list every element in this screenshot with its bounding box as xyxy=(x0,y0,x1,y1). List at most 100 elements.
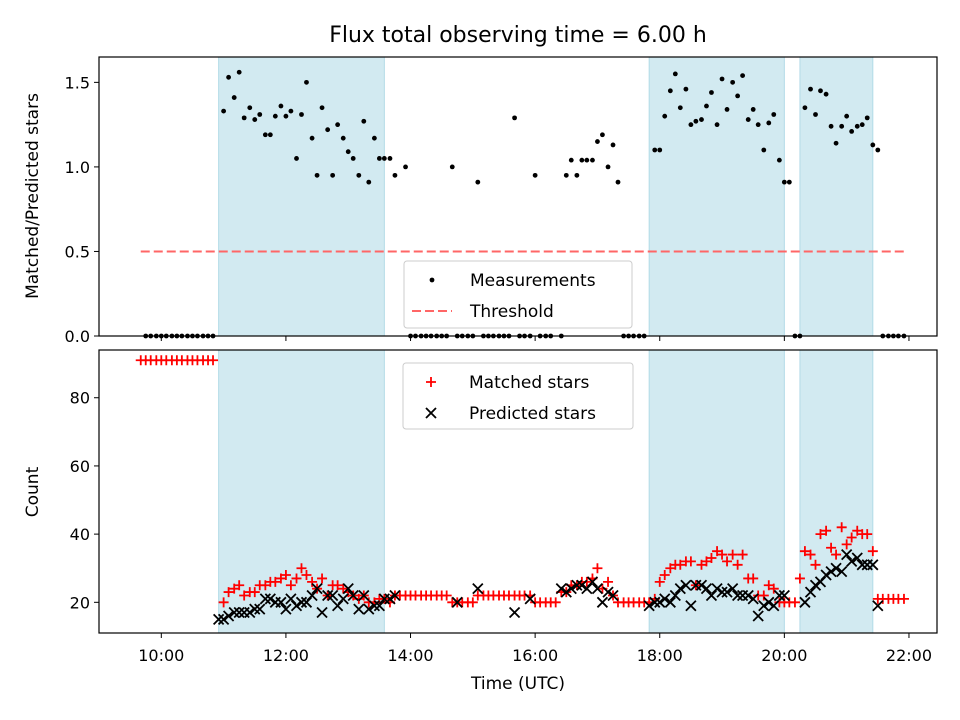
measurement-point xyxy=(403,164,408,170)
measurement-point xyxy=(345,149,351,155)
measurement-point xyxy=(735,93,741,99)
bottom-y-axis-label: Count xyxy=(23,466,43,517)
shaded-interval-2 xyxy=(799,56,874,337)
x-tick-label: 16:00 xyxy=(512,646,558,665)
measurement-point xyxy=(532,172,538,178)
matched-star-point xyxy=(789,597,800,608)
predicted-star-point xyxy=(685,600,697,612)
shaded-interval-1 xyxy=(648,56,785,337)
predicted-star-point xyxy=(228,606,240,619)
predicted-star-point xyxy=(389,589,401,602)
matched-star-point xyxy=(307,576,318,587)
measurement-point xyxy=(652,147,658,153)
bottom-y-tick-label: 20 xyxy=(70,593,90,612)
measurement-point xyxy=(657,147,663,153)
measurement-point xyxy=(833,140,839,146)
matched-star-point xyxy=(821,525,832,536)
matched-star-point xyxy=(441,590,452,601)
matched-star-point xyxy=(717,549,728,560)
bottom-y-tick-label: 80 xyxy=(70,389,90,408)
measurement-point xyxy=(724,107,730,112)
predicted-star-point xyxy=(809,579,822,591)
matched-star-point xyxy=(581,576,592,587)
legend-x-icon xyxy=(425,407,437,419)
measurement-point xyxy=(288,108,294,114)
measurement-point xyxy=(704,103,709,109)
predicted-star-point xyxy=(358,589,370,602)
x-tick-label: 10:00 xyxy=(138,646,184,665)
matched-star-point xyxy=(603,576,614,587)
legend-dot-icon xyxy=(429,277,435,283)
matched-star-point xyxy=(550,597,561,608)
predicted-star-point xyxy=(217,613,230,625)
matched-star-point xyxy=(805,549,816,560)
top-y-tick-label: 1.0 xyxy=(65,158,90,177)
matched-star-point xyxy=(722,556,733,567)
bottom-y-tick-label: 60 xyxy=(70,457,90,476)
predicted-star-point xyxy=(384,593,396,605)
measurement-point xyxy=(595,139,600,144)
measurement-point xyxy=(662,113,668,119)
matched-star-point xyxy=(862,529,873,540)
measurement-point xyxy=(828,123,834,129)
matched-star-point xyxy=(270,576,281,587)
predicted-star-point xyxy=(280,603,292,615)
predicted-star-point xyxy=(758,600,770,612)
matched-star-point xyxy=(815,529,826,540)
measurement-point xyxy=(356,172,362,178)
predicted-star-point xyxy=(586,576,599,588)
matched-star-point xyxy=(208,355,219,366)
measurement-point xyxy=(381,156,387,161)
predicted-star-point xyxy=(768,600,780,612)
predicted-star-point xyxy=(664,596,676,608)
predicted-star-point xyxy=(311,583,323,595)
matched-star-point xyxy=(799,546,810,557)
chart-title: Flux total observing time = 6.00 h xyxy=(329,23,707,48)
predicted-star-point xyxy=(560,586,572,598)
predicted-star-point xyxy=(659,593,671,605)
measurement-point xyxy=(844,113,850,119)
measurement-point xyxy=(740,73,746,78)
matched-star-point xyxy=(285,580,296,591)
matched-star-point xyxy=(280,570,291,581)
legend-entry-label: Predicted stars xyxy=(469,404,596,424)
matched-star-point xyxy=(218,597,229,608)
measurement-point xyxy=(683,86,689,92)
predicted-star-point xyxy=(721,586,733,598)
shaded-interval-0 xyxy=(218,56,385,337)
measurement-point xyxy=(272,113,278,119)
matched-star-point xyxy=(675,559,686,570)
predicted-star-point xyxy=(327,589,339,602)
predicted-star-point xyxy=(571,579,583,591)
matched-star-point xyxy=(867,546,878,557)
predicted-star-point xyxy=(804,586,817,598)
predicted-star-point xyxy=(524,593,536,605)
x-tick-label: 12:00 xyxy=(263,646,309,665)
top-panel: 0.0 0.5 1.0 1.5 Matched/Predicted stars Mea… xyxy=(23,56,938,346)
measurement-point xyxy=(241,115,247,121)
measurement-point xyxy=(584,157,590,163)
predicted-star-point xyxy=(212,613,225,625)
predicted-star-point xyxy=(591,583,604,595)
bottom-y-tick-label: 40 xyxy=(70,525,90,544)
legend-box xyxy=(403,260,633,329)
matched-star-point xyxy=(727,549,738,560)
predicted-star-point xyxy=(841,548,853,561)
measurement-point xyxy=(387,156,393,161)
measurement-point xyxy=(677,105,683,111)
predicted-star-point xyxy=(867,559,879,571)
measurement-point xyxy=(600,132,605,138)
matched-star-point xyxy=(810,559,821,570)
measurement-point xyxy=(392,172,398,178)
predicted-star-point xyxy=(695,579,708,591)
measurement-point xyxy=(730,79,736,85)
shaded-interval-0 xyxy=(218,349,385,634)
predicted-star-point xyxy=(602,586,614,598)
measurement-point xyxy=(745,117,751,122)
measurement-point xyxy=(672,71,678,77)
predicted-star-point xyxy=(244,606,256,619)
matched-star-point xyxy=(732,559,743,570)
predicted-star-point xyxy=(607,589,619,602)
matched-star-point xyxy=(898,593,909,604)
